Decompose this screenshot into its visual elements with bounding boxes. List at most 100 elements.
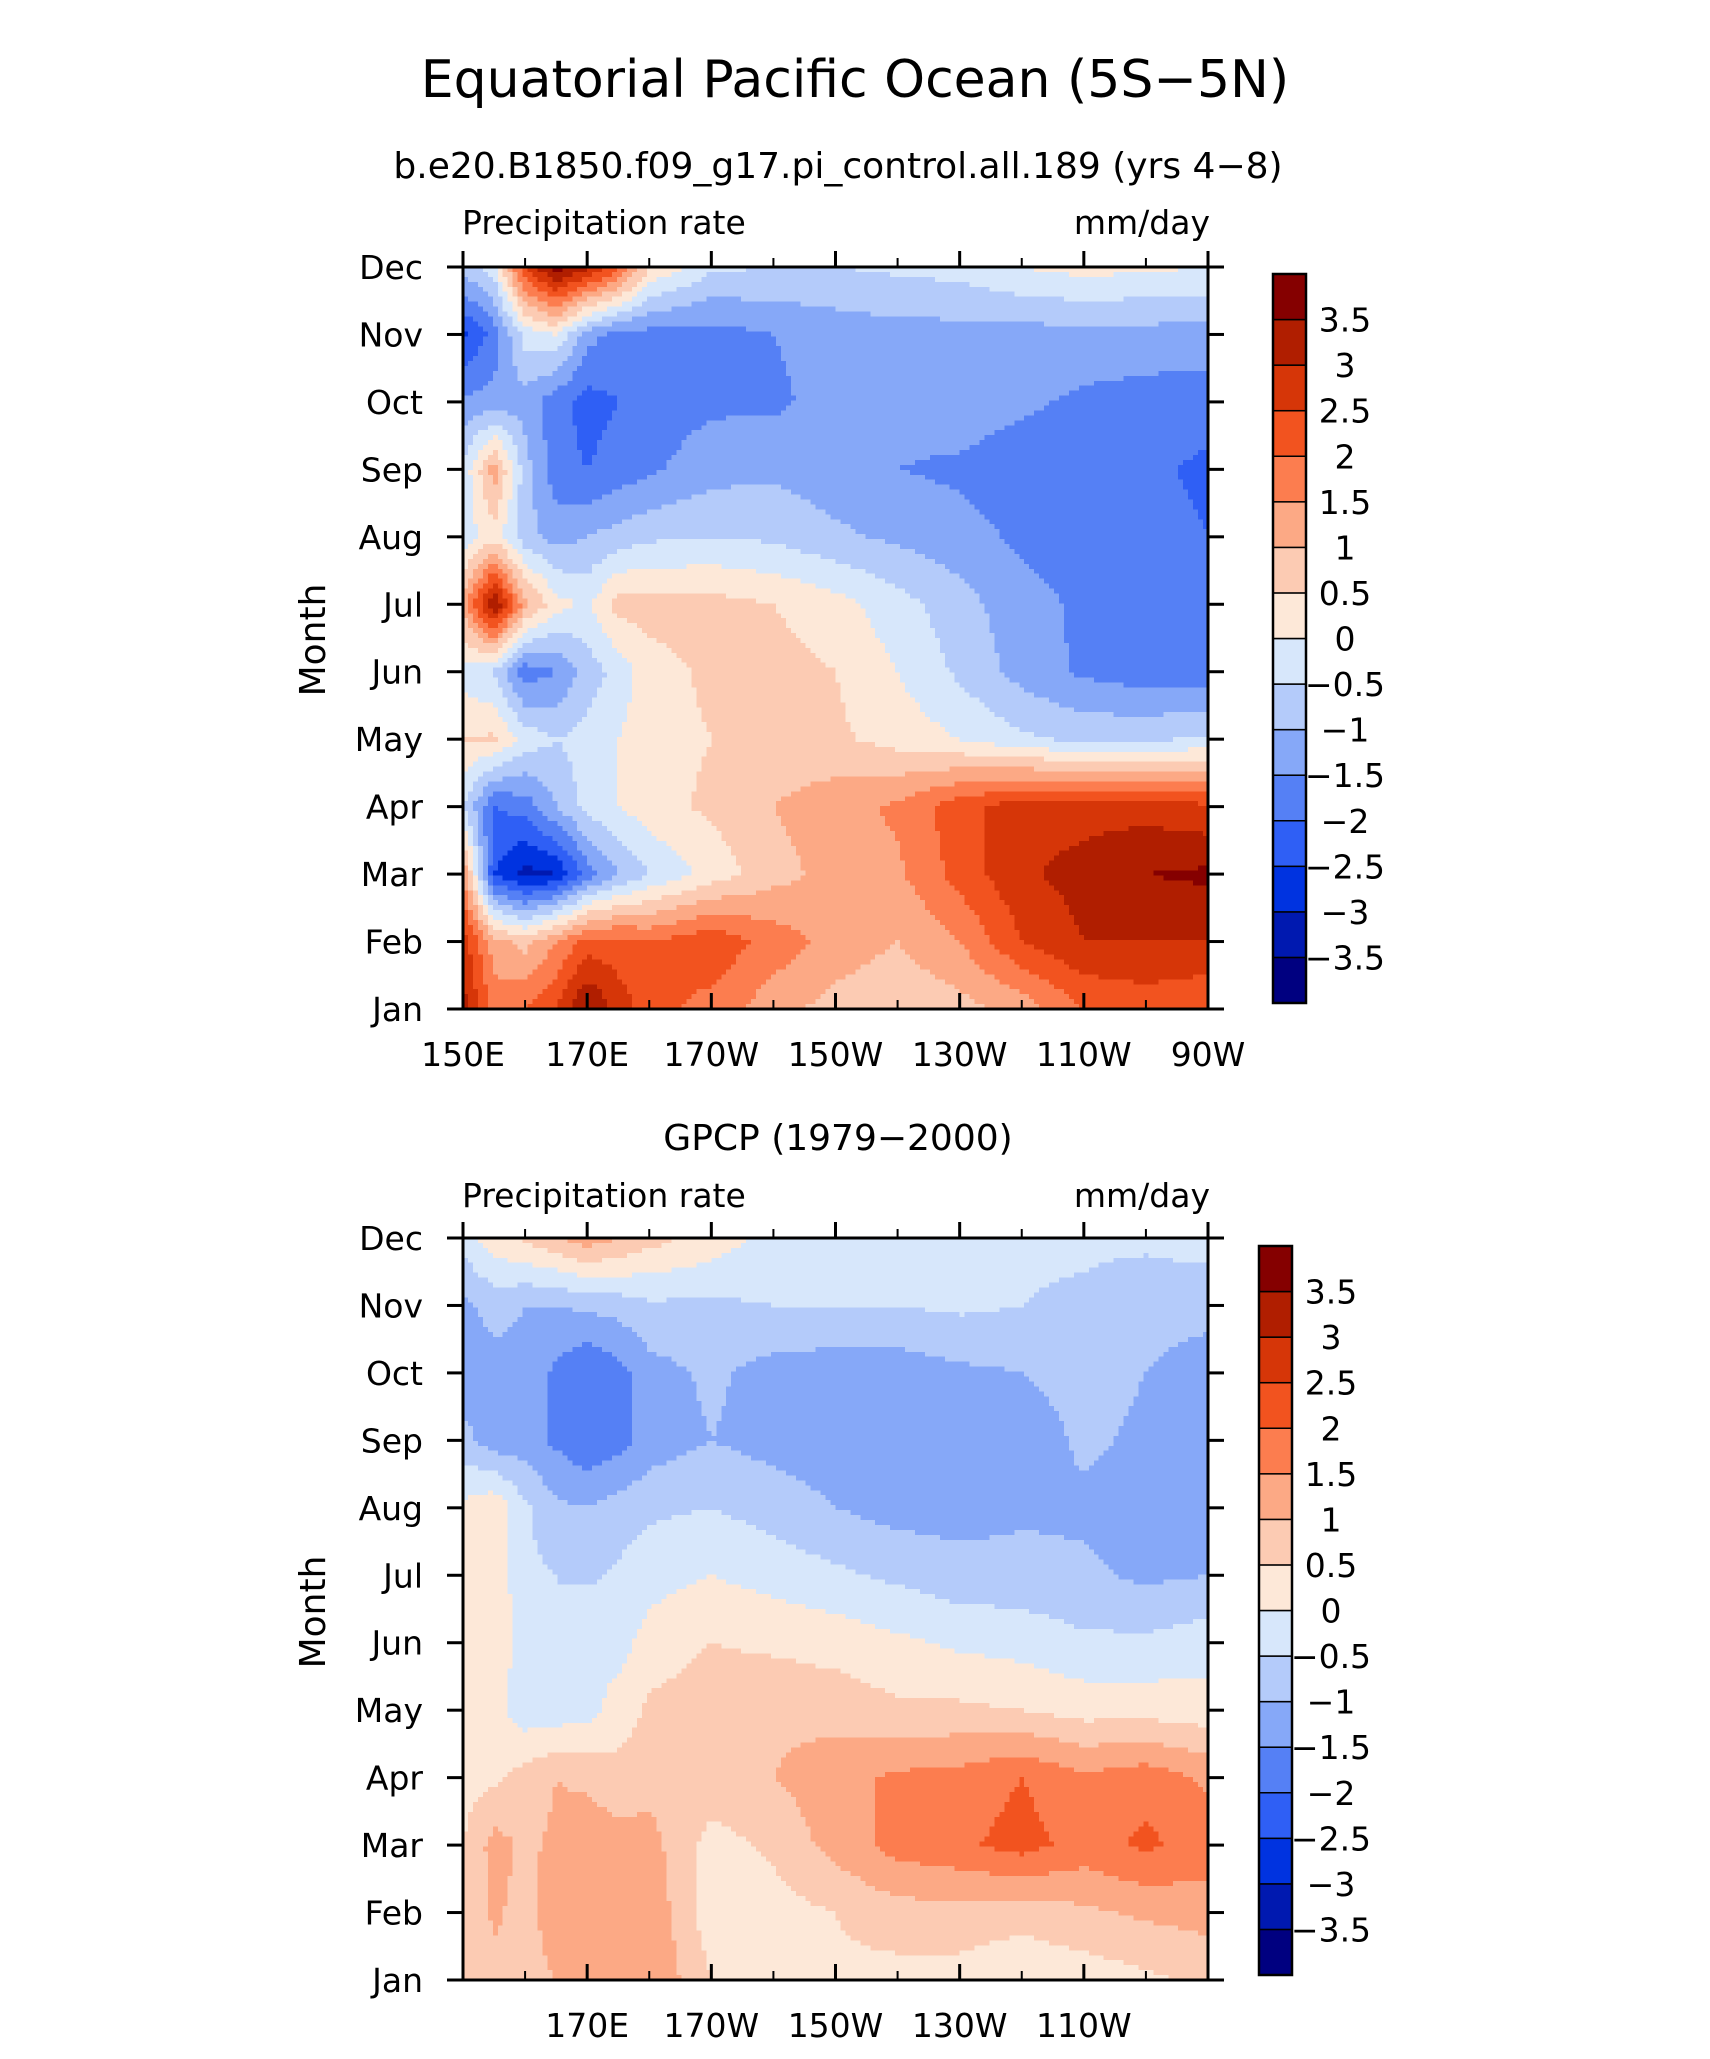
- contour-cell: [487, 553, 499, 560]
- contour-cell: [463, 1930, 494, 1937]
- contour-cell: [1118, 1910, 1209, 1917]
- contour-cell: [552, 1569, 608, 1575]
- contour-cell: [582, 331, 608, 337]
- contour-cell: [770, 1302, 1025, 1308]
- contour-cell: [671, 1267, 1090, 1274]
- contour-cell: [587, 534, 866, 540]
- contour-cell: [512, 1599, 663, 1605]
- contour-cell: [1049, 400, 1209, 407]
- contour-cell: [661, 1836, 702, 1843]
- contour-cell: [532, 1262, 698, 1269]
- contour-cell: [1019, 1782, 1025, 1788]
- contour-cell: [463, 657, 499, 664]
- contour-cell: [492, 375, 519, 382]
- colorbar-label: 1: [1335, 528, 1356, 567]
- contour-cell: [512, 731, 549, 738]
- contour-cell: [597, 687, 633, 694]
- contour-cell: [507, 450, 519, 456]
- contour-cell: [463, 425, 489, 431]
- contour-cell: [646, 1346, 817, 1353]
- contour-cell: [944, 870, 986, 877]
- contour-cell: [681, 440, 981, 446]
- contour-cell: [537, 825, 563, 832]
- contour-cell: [1133, 1396, 1209, 1402]
- contour-cell: [1158, 321, 1209, 327]
- contour-cell: [467, 608, 479, 614]
- contour-cell: [1004, 1801, 1035, 1808]
- contour-cell: [572, 944, 747, 951]
- contour-cell: [731, 1381, 1035, 1387]
- contour-cell: [612, 915, 698, 921]
- contour-cell: [527, 840, 558, 847]
- contour-cell: [527, 974, 558, 980]
- contour-cell: [1093, 1549, 1209, 1556]
- contour-cell: [770, 331, 1209, 337]
- contour-cell: [895, 835, 941, 842]
- contour-cell: [527, 1004, 558, 1010]
- contour-cell: [502, 286, 514, 293]
- contour-cell: [939, 642, 996, 649]
- contour-cell: [780, 346, 1209, 352]
- contour-cell: [646, 271, 673, 278]
- contour-cell: [1133, 1401, 1209, 1407]
- contour-cell: [463, 1386, 549, 1392]
- contour-cell: [463, 1495, 469, 1501]
- contour-cell: [656, 910, 931, 916]
- y-tick-label: Mar: [361, 1826, 424, 1865]
- contour-cell: [845, 1564, 1110, 1571]
- contour-cell: [959, 573, 1040, 580]
- contour-cell: [507, 469, 514, 476]
- contour-cell: [477, 301, 494, 308]
- contour-cell: [497, 647, 509, 654]
- contour-cell: [482, 905, 489, 911]
- colorbar-label: 1.5: [1319, 483, 1371, 522]
- contour-cell: [463, 1702, 509, 1709]
- contour-cell: [716, 1430, 1065, 1437]
- contour-cell: [557, 969, 578, 975]
- contour-cell: [567, 830, 583, 837]
- contour-cell: [463, 1648, 514, 1655]
- contour-cell: [547, 1430, 633, 1437]
- contour-cell: [552, 835, 573, 842]
- contour-cell: [845, 593, 911, 600]
- contour-cell: [497, 736, 519, 743]
- contour-cell: [631, 1406, 702, 1412]
- contour-cell: [512, 682, 573, 689]
- contour-cell: [472, 553, 489, 560]
- contour-cell: [482, 964, 494, 971]
- contour-cell: [463, 1623, 514, 1630]
- contour-cell: [467, 558, 484, 565]
- contour-cell: [651, 1811, 802, 1818]
- contour-cell: [497, 326, 509, 332]
- contour-cell: [736, 959, 792, 966]
- contour-cell: [517, 454, 529, 461]
- contour-cell: [984, 835, 1090, 842]
- contour-cell: [512, 939, 534, 946]
- contour-cell: [547, 469, 658, 476]
- contour-cell: [552, 1796, 593, 1803]
- contour-cell: [775, 608, 866, 614]
- contour-cell: [502, 618, 509, 624]
- contour-cell: [612, 885, 648, 891]
- contour-cell: [482, 954, 494, 961]
- contour-cell: [492, 915, 519, 921]
- contour-cell: [939, 1643, 1209, 1650]
- contour-cell: [472, 613, 479, 619]
- contour-cell: [517, 445, 529, 451]
- contour-cell: [602, 267, 618, 273]
- contour-cell: [1073, 1623, 1174, 1630]
- contour-cell: [1178, 474, 1209, 481]
- contour-cell: [497, 608, 504, 614]
- contour-cell: [477, 613, 489, 619]
- contour-cell: [463, 1401, 549, 1407]
- contour-cell: [577, 440, 598, 446]
- contour-cell: [944, 563, 1030, 570]
- contour-cell: [671, 1900, 698, 1907]
- contour-cell: [463, 736, 499, 743]
- contour-cell: [741, 296, 1065, 303]
- contour-cell: [532, 1282, 1050, 1289]
- contour-cell: [517, 672, 553, 679]
- contour-cell: [1128, 1406, 1209, 1412]
- contour-cell: [502, 425, 524, 431]
- contour-cell: [542, 598, 573, 604]
